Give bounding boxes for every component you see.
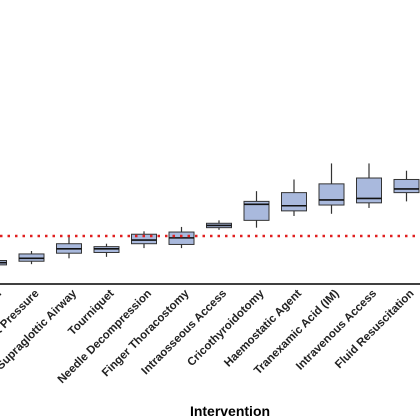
- box-2: [18, 251, 45, 265]
- box-11: [356, 163, 382, 208]
- x-axis-title: Intervention: [190, 403, 270, 419]
- boxes-layer: [0, 163, 420, 266]
- box-12: [393, 170, 420, 202]
- box-1: [0, 260, 7, 266]
- box-9: [281, 179, 307, 216]
- box-10: [318, 163, 345, 214]
- box-iqr: [243, 200, 270, 221]
- box-6: [168, 226, 195, 249]
- box-iqr: [318, 183, 345, 206]
- box-3: [56, 234, 82, 259]
- box-7: [206, 220, 232, 230]
- box-iqr: [131, 233, 157, 245]
- box-8: [243, 191, 270, 228]
- box-iqr: [281, 192, 307, 212]
- box-4: [93, 243, 120, 257]
- box-5: [131, 231, 157, 249]
- box-iqr: [393, 178, 420, 194]
